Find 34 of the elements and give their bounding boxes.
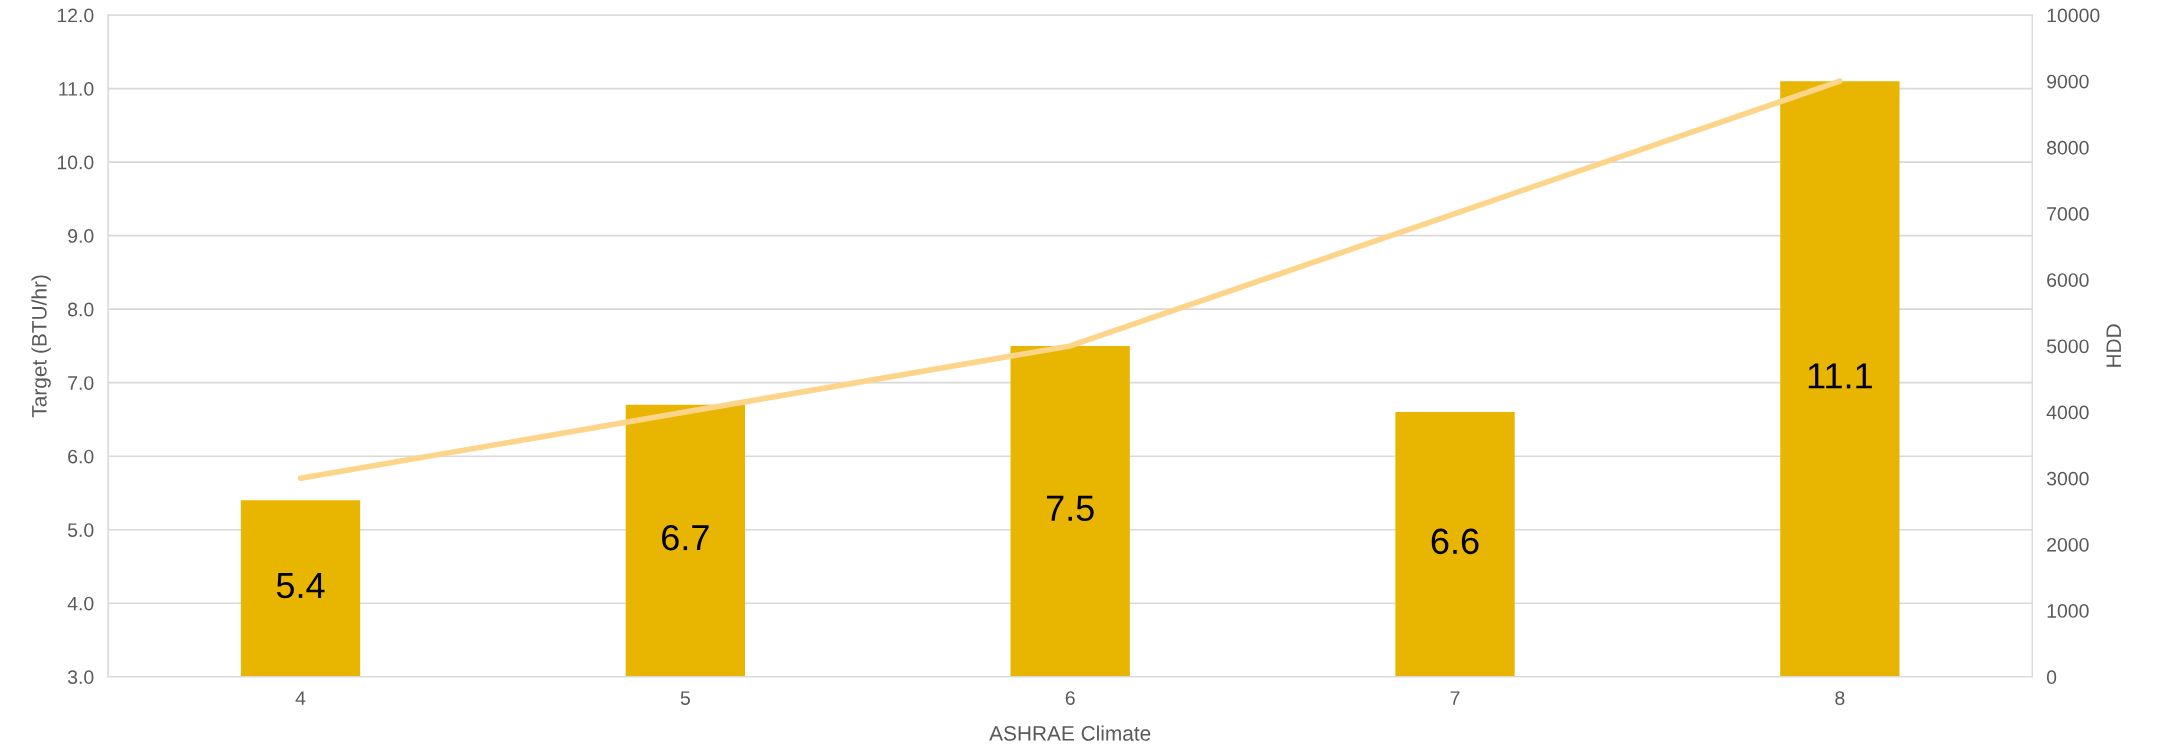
- y2-tick-label: 0: [2046, 670, 2057, 685]
- y-tick-label: 10.0: [57, 155, 94, 170]
- y2-tick-label: 4000: [2046, 405, 2089, 420]
- data-label: 6.7: [662, 524, 709, 551]
- y-tick-label: 7.0: [68, 376, 94, 390]
- y2-tick-label: 10000: [2047, 8, 2100, 23]
- y-tick-label: 8.0: [68, 302, 94, 317]
- data-label: 5.4: [276, 573, 325, 599]
- y-tick-label: 5.0: [67, 523, 94, 537]
- y-tick-label: 6.0: [68, 449, 94, 464]
- data-label: 7.5: [1046, 495, 1094, 522]
- x-axis-title: ASHRAE Climate: [989, 725, 1151, 741]
- y-tick-label: 12.0: [57, 8, 94, 23]
- y-tick-label: 3.0: [67, 670, 94, 685]
- y-tick-label: 4.0: [67, 596, 94, 611]
- data-label: 6.6: [1431, 528, 1479, 555]
- x-tick-label: 7: [1450, 691, 1460, 705]
- y2-tick-label: 1000: [2047, 604, 2089, 618]
- y2-axis-title: HDD: [2106, 324, 2121, 367]
- y2-tick-label: 8000: [2047, 140, 2089, 155]
- y-tick-label: 11.0: [59, 82, 94, 96]
- data-label: 11.1: [1808, 363, 1872, 389]
- x-tick-label: 4: [295, 691, 306, 705]
- x-tick-label: 8: [1835, 691, 1845, 705]
- y-axis-title: Target (BTU/hr): [31, 275, 51, 418]
- y2-tick-label: 5000: [2046, 339, 2089, 354]
- y2-tick-label: 3000: [2046, 471, 2089, 486]
- x-tick-label: 5: [680, 691, 690, 705]
- y2-tick-label: 2000: [2047, 537, 2089, 552]
- y-tick-label: 9.0: [68, 229, 94, 243]
- y2-tick-label: 7000: [2047, 207, 2089, 221]
- x-tick-label: 6: [1065, 691, 1075, 705]
- y2-tick-label: 6000: [2047, 273, 2089, 287]
- y2-tick-label: 9000: [2047, 74, 2089, 89]
